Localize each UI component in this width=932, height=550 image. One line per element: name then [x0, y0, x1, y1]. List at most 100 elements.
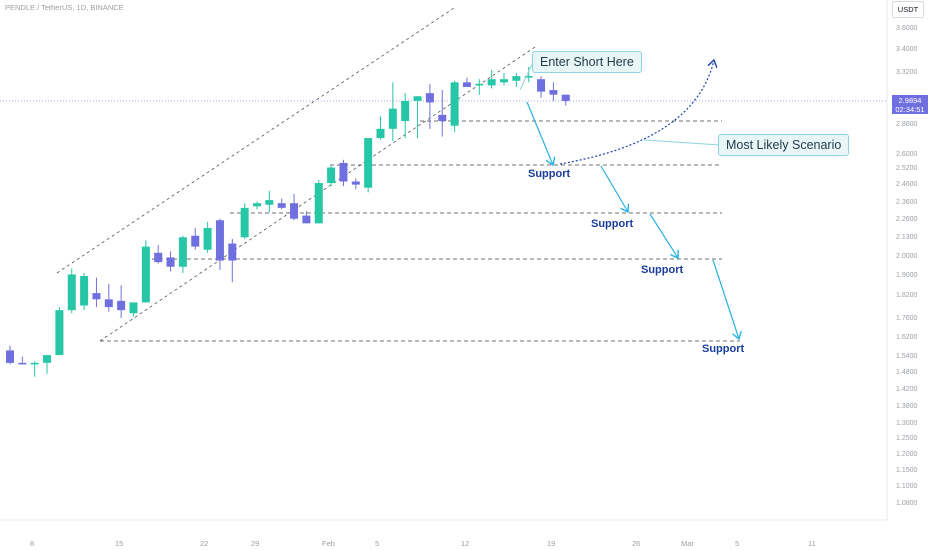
bullish-scenario-arrow — [559, 60, 714, 165]
support-label-3: Support — [641, 264, 684, 276]
candle-body — [351, 181, 360, 185]
time-tick-label: 15 — [115, 539, 123, 548]
candle-body — [462, 82, 471, 87]
candle — [104, 283, 113, 312]
candle — [253, 201, 261, 210]
price-tick-label: 1.2000 — [896, 451, 918, 458]
price-tick-label: 2.5200 — [896, 165, 918, 172]
candle-body — [277, 203, 286, 208]
candle-body — [240, 207, 249, 238]
candle — [203, 221, 212, 253]
candle-body — [80, 276, 89, 306]
candle-body — [438, 114, 447, 122]
candle-body — [30, 362, 39, 365]
candle — [327, 166, 336, 187]
candle — [18, 356, 27, 365]
price-tick-label: 1.2500 — [896, 435, 918, 442]
price-tick-label: 3.6000 — [896, 25, 918, 32]
candle — [425, 83, 434, 129]
candle — [178, 235, 187, 273]
price-tick-label: 1.4200 — [896, 386, 918, 393]
time-tick-label: 11 — [808, 539, 816, 548]
candle-body — [253, 203, 261, 207]
price-tick-label: 2.8800 — [896, 121, 918, 128]
candle-body — [265, 200, 274, 205]
candle-body — [537, 79, 546, 92]
candle — [512, 73, 521, 87]
price-tick-label: 1.6200 — [896, 334, 918, 341]
candle-body — [43, 355, 52, 363]
candle-body — [215, 220, 224, 261]
price-tick-label: 2.0000 — [896, 253, 918, 260]
time-tick-label: 22 — [200, 539, 208, 548]
candle — [117, 285, 126, 318]
price-tick-label: 1.9000 — [896, 272, 918, 279]
candle-body — [487, 79, 496, 86]
candle-body — [475, 83, 484, 86]
candle — [277, 198, 286, 210]
candle-body — [18, 362, 27, 365]
candle-body — [364, 138, 373, 188]
candle-body — [6, 350, 14, 363]
channel-upper-line — [56, 7, 455, 274]
candle-body — [413, 96, 422, 101]
arrow-to-support-3 — [649, 213, 678, 258]
candle — [240, 203, 249, 239]
price-tick-label: 1.1500 — [896, 467, 918, 474]
price-tick-label: 1.8200 — [896, 292, 918, 299]
time-tick-label: 5 — [375, 539, 379, 548]
candle — [67, 268, 76, 314]
candle — [129, 302, 138, 317]
enter-short-callout-pointer — [519, 59, 535, 91]
candle-body — [561, 94, 570, 101]
candle — [215, 218, 224, 270]
time-tick-label: 12 — [461, 539, 469, 548]
candle-body — [178, 237, 187, 267]
scenario-anchor — [560, 130, 705, 164]
candle-body — [339, 162, 348, 182]
candle — [364, 138, 373, 193]
support-label-1: Support — [528, 168, 571, 180]
candle-body — [512, 76, 521, 81]
candle-body — [129, 302, 138, 314]
time-tick-label: 5 — [735, 539, 739, 548]
time-tick-label: 26 — [632, 539, 640, 548]
time-tick-label: Mar — [681, 539, 694, 548]
price-tick-label: 1.7600 — [896, 315, 918, 322]
candle-body — [314, 183, 323, 224]
scenario-callout-pointer — [643, 139, 721, 146]
candle — [500, 73, 508, 86]
candle — [401, 93, 410, 139]
candle-body — [500, 79, 508, 83]
symbol-line: PENDLE / TetherUS, 1D, BINANCE — [5, 3, 124, 12]
candle — [6, 345, 14, 365]
candle-body — [117, 300, 126, 311]
projection-arrows — [519, 59, 739, 339]
candle-body — [425, 93, 434, 103]
price-tick-label: 1.3800 — [896, 403, 918, 410]
most-likely-scenario-callout: Most Likely Scenario — [718, 134, 850, 156]
price-tick-label: 3.3200 — [896, 69, 918, 76]
time-tick-label: 29 — [251, 539, 259, 548]
price-tick-label: 1.3000 — [896, 420, 918, 427]
price-tick-label: 2.2600 — [896, 216, 918, 223]
current-price: 2.9894 — [898, 96, 922, 105]
candle-body — [228, 243, 237, 261]
currency-selector[interactable]: USDT — [892, 1, 924, 18]
candle — [191, 228, 200, 250]
candle-body — [166, 257, 175, 267]
time-tick-label: Feb — [322, 539, 335, 548]
candle — [154, 245, 163, 264]
candle-body — [55, 310, 64, 356]
candle — [450, 80, 459, 132]
candle — [524, 66, 533, 83]
candle-body — [203, 228, 212, 250]
candle — [30, 361, 39, 377]
candle — [537, 76, 546, 98]
candle — [166, 251, 175, 272]
bar-countdown: 02:34:51 — [895, 105, 925, 114]
candle — [80, 272, 89, 311]
candle-body — [302, 215, 311, 224]
candle — [302, 210, 311, 224]
